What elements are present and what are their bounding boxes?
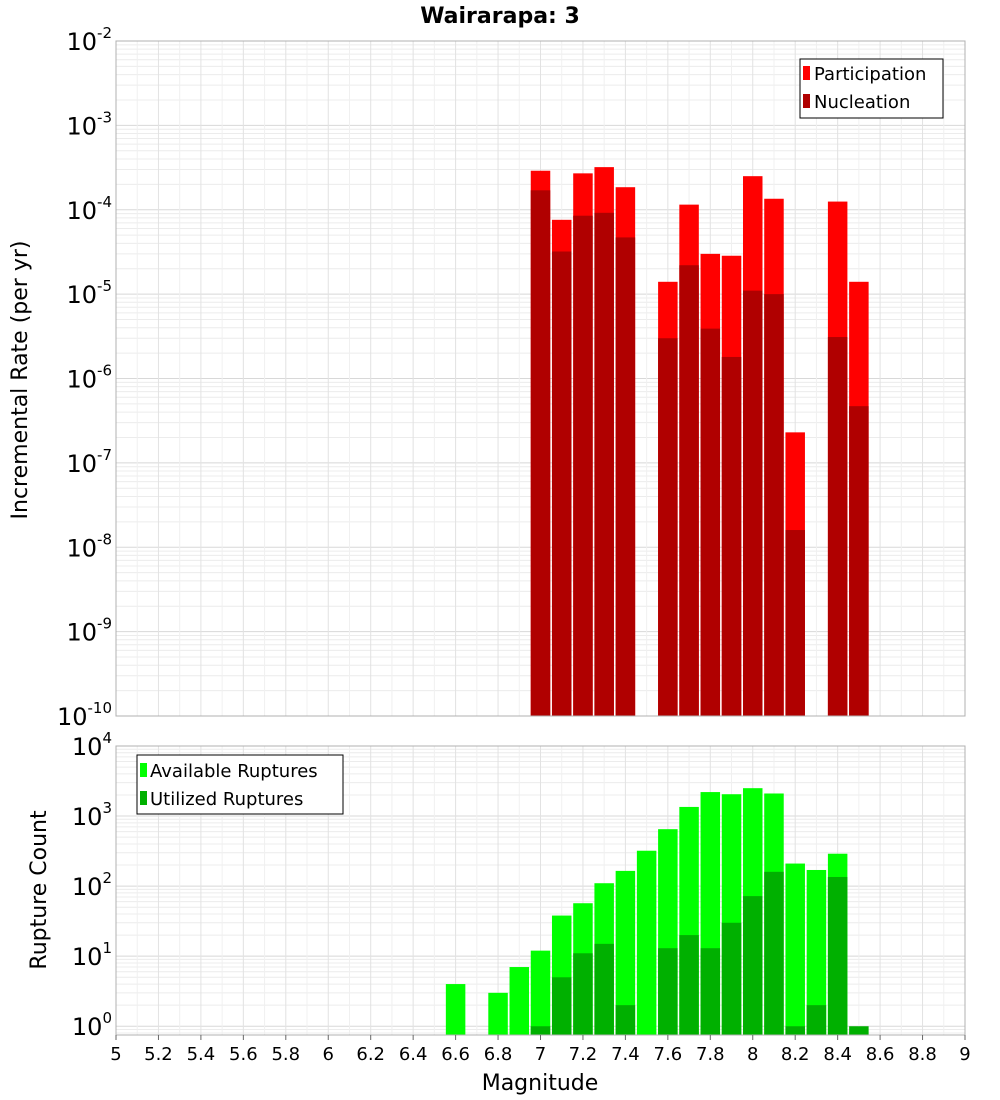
bar-secondary (785, 1026, 805, 1035)
x-tick-label: 8.6 (866, 1044, 895, 1065)
x-tick-label: 8.2 (781, 1044, 810, 1065)
legend-swatch-nucleation (803, 94, 810, 108)
bar-primary (615, 870, 636, 1035)
x-tick-label: 7.6 (654, 1044, 683, 1065)
x-tick-label: 7.2 (569, 1044, 598, 1065)
y-tick-label: 101 (72, 939, 112, 971)
x-axis-label: Magnitude (482, 1071, 599, 1096)
top-y-axis-label: Incremental Rate (per yr) (8, 241, 33, 520)
bar-primary (530, 950, 551, 1035)
bar-secondary (658, 338, 678, 716)
bottom-legend: Available Ruptures Utilized Ruptures (136, 754, 344, 815)
bar-secondary (700, 948, 721, 1035)
bar-secondary (743, 290, 763, 716)
bar-primary (445, 984, 466, 1035)
y-tick-label: 102 (72, 869, 112, 901)
bar-secondary (679, 935, 699, 1035)
top-panel: 10-2 10-3 10-4 10-5 10-6 10-7 10-8 10-9 10-10 (57, 24, 966, 731)
bar-primary (806, 869, 827, 1035)
plot-frame-0 (115, 40, 966, 717)
x-tick-label: 5.8 (271, 1044, 300, 1065)
legend-label-nucleation: Nucleation (814, 92, 910, 113)
y-tick-label: 10-7 (66, 446, 112, 478)
x-tick-label: 6.2 (356, 1044, 385, 1065)
x-tick-label: 6.6 (441, 1044, 470, 1065)
legend-label-participation: Participation (814, 64, 926, 85)
y-tick-label: 10-6 (66, 362, 112, 394)
y-tick-label: 103 (72, 799, 112, 831)
bar-primary (509, 967, 530, 1035)
x-tick-label: 6.8 (484, 1044, 513, 1065)
bar-secondary (700, 328, 721, 716)
y-tick-label: 104 (72, 729, 112, 761)
x-tick-label: 7.8 (696, 1044, 725, 1065)
bar-secondary (615, 237, 636, 716)
bar-primary (785, 863, 805, 1035)
x-tick-label: 6 (323, 1044, 334, 1065)
bar-primary (636, 850, 657, 1035)
bar-secondary (849, 1026, 869, 1035)
bottom-legend-box (136, 754, 344, 815)
chart-title: Wairarapa: 3 (420, 4, 580, 29)
y-tick-label: 100 (72, 1009, 112, 1041)
legend-label-available: Available Ruptures (150, 761, 318, 782)
top-legend: Participation Nucleation (799, 58, 944, 119)
x-tick-label: 8 (747, 1044, 758, 1065)
bottom-y-axis-label: Rupture Count (27, 810, 52, 970)
bar-secondary (615, 1005, 636, 1035)
x-tick-label: 9 (959, 1044, 970, 1065)
bar-secondary (764, 871, 784, 1035)
y-tick-label: 10-2 (66, 24, 112, 56)
bar-secondary (594, 212, 614, 716)
bar-secondary (530, 1026, 551, 1035)
bar-secondary (530, 190, 551, 716)
bar-secondary (764, 294, 784, 716)
bar-secondary (551, 977, 572, 1035)
x-tick-label: 7 (535, 1044, 546, 1065)
bar-secondary (573, 953, 593, 1035)
x-tick-label: 5.4 (187, 1044, 216, 1065)
bar-secondary (806, 1005, 827, 1035)
x-tick-label: 6.4 (399, 1044, 428, 1065)
y-tick-label: 10-10 (57, 699, 112, 731)
legend-swatch-participation (803, 66, 810, 80)
bar-secondary (721, 922, 742, 1035)
legend-swatch-utilized (140, 791, 147, 805)
bar-primary (488, 992, 508, 1035)
top-legend-box (799, 58, 944, 119)
x-tick-label: 5 (110, 1044, 121, 1065)
legend-swatch-available (140, 763, 147, 777)
bar-secondary (827, 337, 848, 716)
x-tick-label: 5.6 (229, 1044, 258, 1065)
bar-secondary (551, 251, 572, 716)
y-tick-label: 10-8 (66, 530, 112, 562)
y-tick-label: 10-9 (66, 615, 112, 647)
x-tick-label: 7.4 (611, 1044, 640, 1065)
bar-secondary (573, 215, 593, 717)
y-tick-label: 10-3 (66, 108, 112, 140)
bar-secondary (658, 948, 678, 1035)
bar-secondary (743, 896, 763, 1035)
bar-secondary (827, 876, 848, 1035)
legend-label-utilized: Utilized Ruptures (150, 789, 303, 810)
bar-secondary (849, 406, 869, 716)
x-tick-label: 5.2 (144, 1044, 173, 1065)
bar-secondary (721, 356, 742, 716)
bar-secondary (679, 265, 699, 716)
bottom-panel: 104 103 102 101 100 5 5.2 5.4 5.6 5.8 6 6.2 6.4 6.6 6.… (72, 729, 971, 1065)
y-tick-label: 10-5 (66, 277, 112, 309)
x-tick-label: 8.4 (823, 1044, 852, 1065)
bar-secondary (594, 943, 614, 1035)
x-tick-label: 8.8 (908, 1044, 937, 1065)
bar-secondary (785, 530, 805, 716)
y-tick-label: 10-4 (66, 193, 112, 225)
